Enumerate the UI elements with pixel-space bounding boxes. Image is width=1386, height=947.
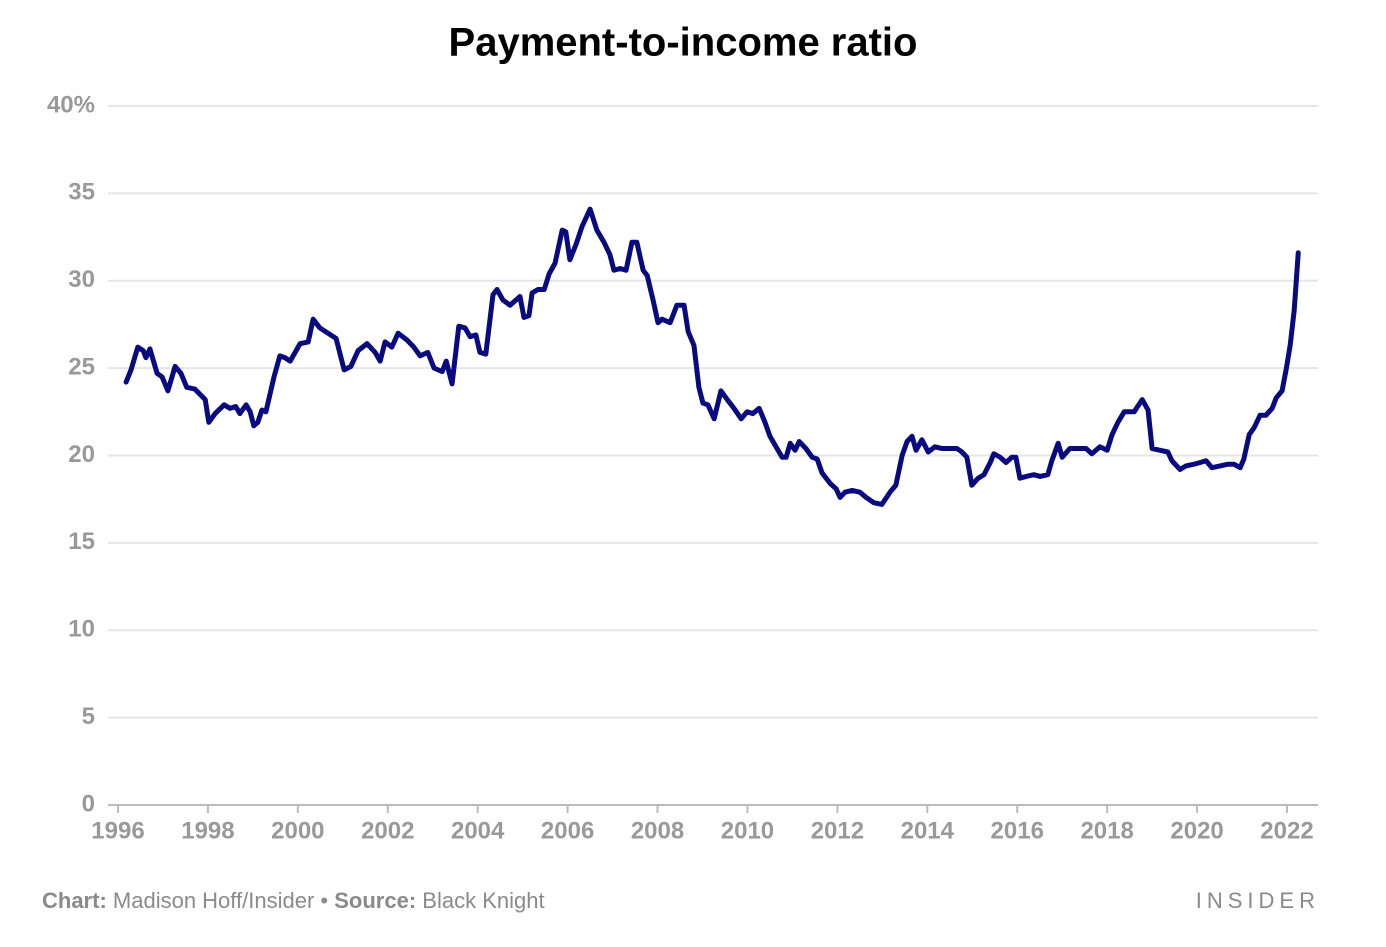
x-tick-label: 2006	[541, 817, 594, 844]
y-tick-label: 15	[68, 528, 95, 555]
x-tick-label: 2016	[991, 817, 1044, 844]
x-tick-label: 1998	[181, 817, 234, 844]
chart-title: Payment-to-income ratio	[449, 21, 918, 65]
chart-label: Chart:	[42, 888, 107, 913]
x-tick-label: 2010	[721, 817, 774, 844]
x-tick-label: 2014	[901, 817, 955, 844]
y-tick-label: 40%	[47, 91, 95, 118]
x-tick-label: 2002	[361, 817, 414, 844]
y-tick-label: 35	[68, 179, 95, 206]
source: Black Knight	[422, 888, 544, 913]
footer: Chart: Madison Hoff/Insider • Source: Bl…	[42, 888, 545, 913]
y-tick-label: 20	[68, 441, 95, 468]
y-tick-label: 25	[68, 353, 95, 380]
x-tick-label: 2020	[1170, 817, 1223, 844]
chart-credit: Madison Hoff/Insider	[113, 888, 314, 913]
brand: INSIDER	[1196, 888, 1320, 913]
x-tick-label: 2008	[631, 817, 684, 844]
y-tick-label: 10	[68, 616, 95, 643]
x-tick-label: 2022	[1260, 817, 1313, 844]
x-tick-label: 2018	[1080, 817, 1133, 844]
source-label: Source:	[334, 888, 416, 913]
x-tick-label: 2012	[811, 817, 864, 844]
y-tick-label: 5	[82, 703, 95, 730]
y-tick-label: 0	[82, 790, 95, 817]
x-tick-label: 2000	[271, 817, 324, 844]
separator: •	[320, 888, 328, 913]
y-tick-label: 30	[68, 266, 95, 293]
x-tick-label: 2004	[451, 817, 505, 844]
line	[123, 206, 1301, 507]
x-tick-label: 1996	[91, 817, 144, 844]
